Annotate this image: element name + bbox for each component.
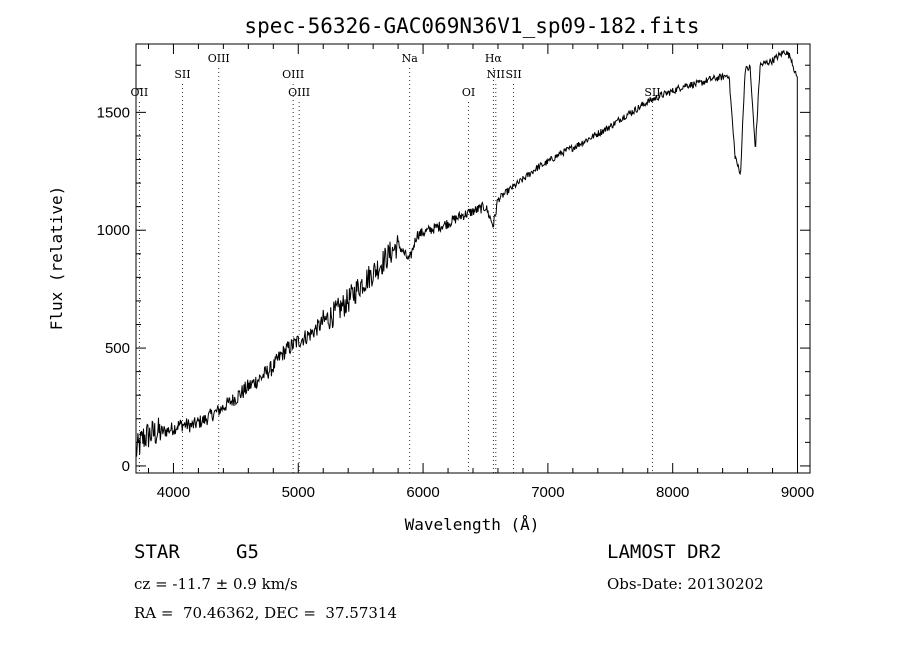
y-axis-label: Flux (relative) — [47, 186, 66, 331]
line-marker-label: Na — [402, 52, 419, 65]
x-tick-label: 6000 — [406, 484, 439, 501]
object-class: STAR — [134, 541, 180, 563]
survey-name: LAMOST DR2 — [607, 541, 722, 563]
x-tick-label: 9000 — [781, 484, 814, 501]
line-marker-label: OI — [462, 86, 475, 99]
obs-date: Obs-Date: 20130202 — [607, 575, 764, 593]
line-marker-label: NII — [487, 68, 505, 81]
object-subclass: G5 — [236, 541, 259, 563]
plot-frame — [135, 43, 811, 474]
x-tick-label: 4000 — [157, 484, 190, 501]
y-tick-label: 1500 — [97, 104, 130, 121]
x-tick-label: 8000 — [656, 484, 689, 501]
x-tick-label: 5000 — [282, 484, 315, 501]
coordinates: RA = 70.46362, DEC = 37.57314 — [134, 604, 398, 622]
spectrum-line — [135, 49, 798, 466]
axes: 4000 5000 6000 7000 8000 9000 0 500 1000 1500 — [97, 43, 814, 501]
y-tick-label: 0 — [122, 458, 130, 475]
x-tick-label: 7000 — [531, 484, 564, 501]
line-marker-label: SII — [174, 68, 190, 81]
y-tick-label: 1000 — [97, 222, 130, 239]
y-tick-label: 500 — [105, 340, 130, 357]
chart-title: spec-56326-GAC069N36V1_sp09-182.fits — [244, 14, 699, 38]
line-marker-label: OIII — [288, 86, 310, 99]
x-axis-label: Wavelength (Å) — [405, 515, 540, 534]
line-marker-label: SII — [505, 68, 521, 81]
line-marker-label: OII — [131, 86, 149, 99]
line-marker-label: OIII — [282, 68, 304, 81]
line-marker-label: OIII — [208, 52, 230, 65]
line-marker-label: SII — [644, 86, 660, 99]
redshift-text: cz = -11.7 ± 0.9 km/s — [134, 575, 298, 593]
line-marker-label: Hα — [485, 52, 503, 65]
